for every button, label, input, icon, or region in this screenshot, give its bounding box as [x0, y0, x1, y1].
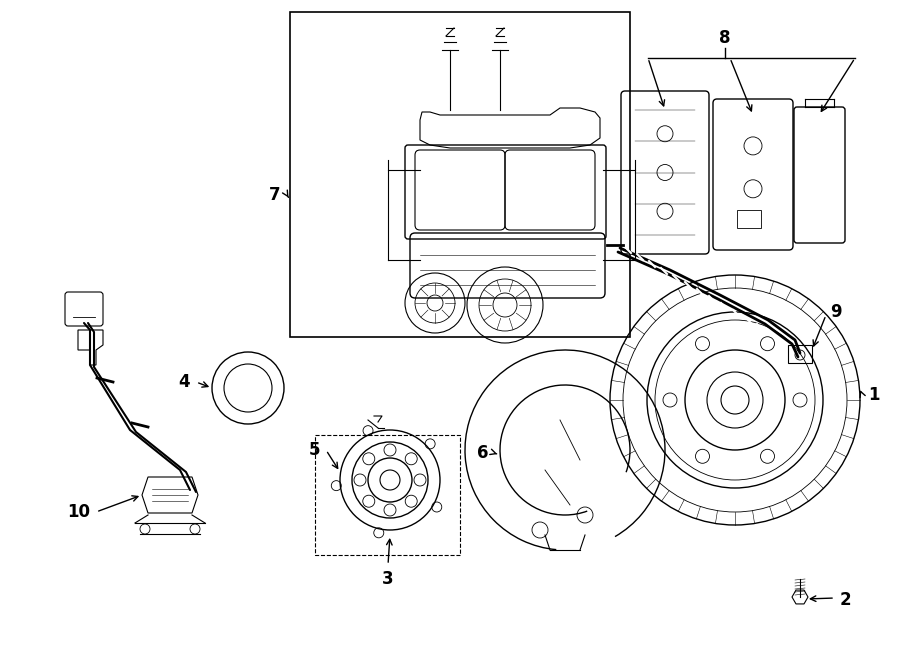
Bar	[315, 435, 460, 555]
Text: 10: 10	[67, 503, 90, 521]
Text: 6: 6	[476, 444, 488, 462]
Text: 7: 7	[269, 186, 281, 204]
Text: 1: 1	[868, 386, 879, 404]
Text: 2: 2	[840, 591, 851, 609]
Text: 4: 4	[178, 373, 190, 391]
Bar	[788, 345, 812, 363]
Text: 3: 3	[382, 570, 394, 588]
Text: 5: 5	[309, 441, 320, 459]
Text: 8: 8	[719, 29, 731, 47]
Bar	[737, 210, 761, 228]
Bar	[290, 12, 630, 337]
Text: 9: 9	[830, 303, 842, 321]
